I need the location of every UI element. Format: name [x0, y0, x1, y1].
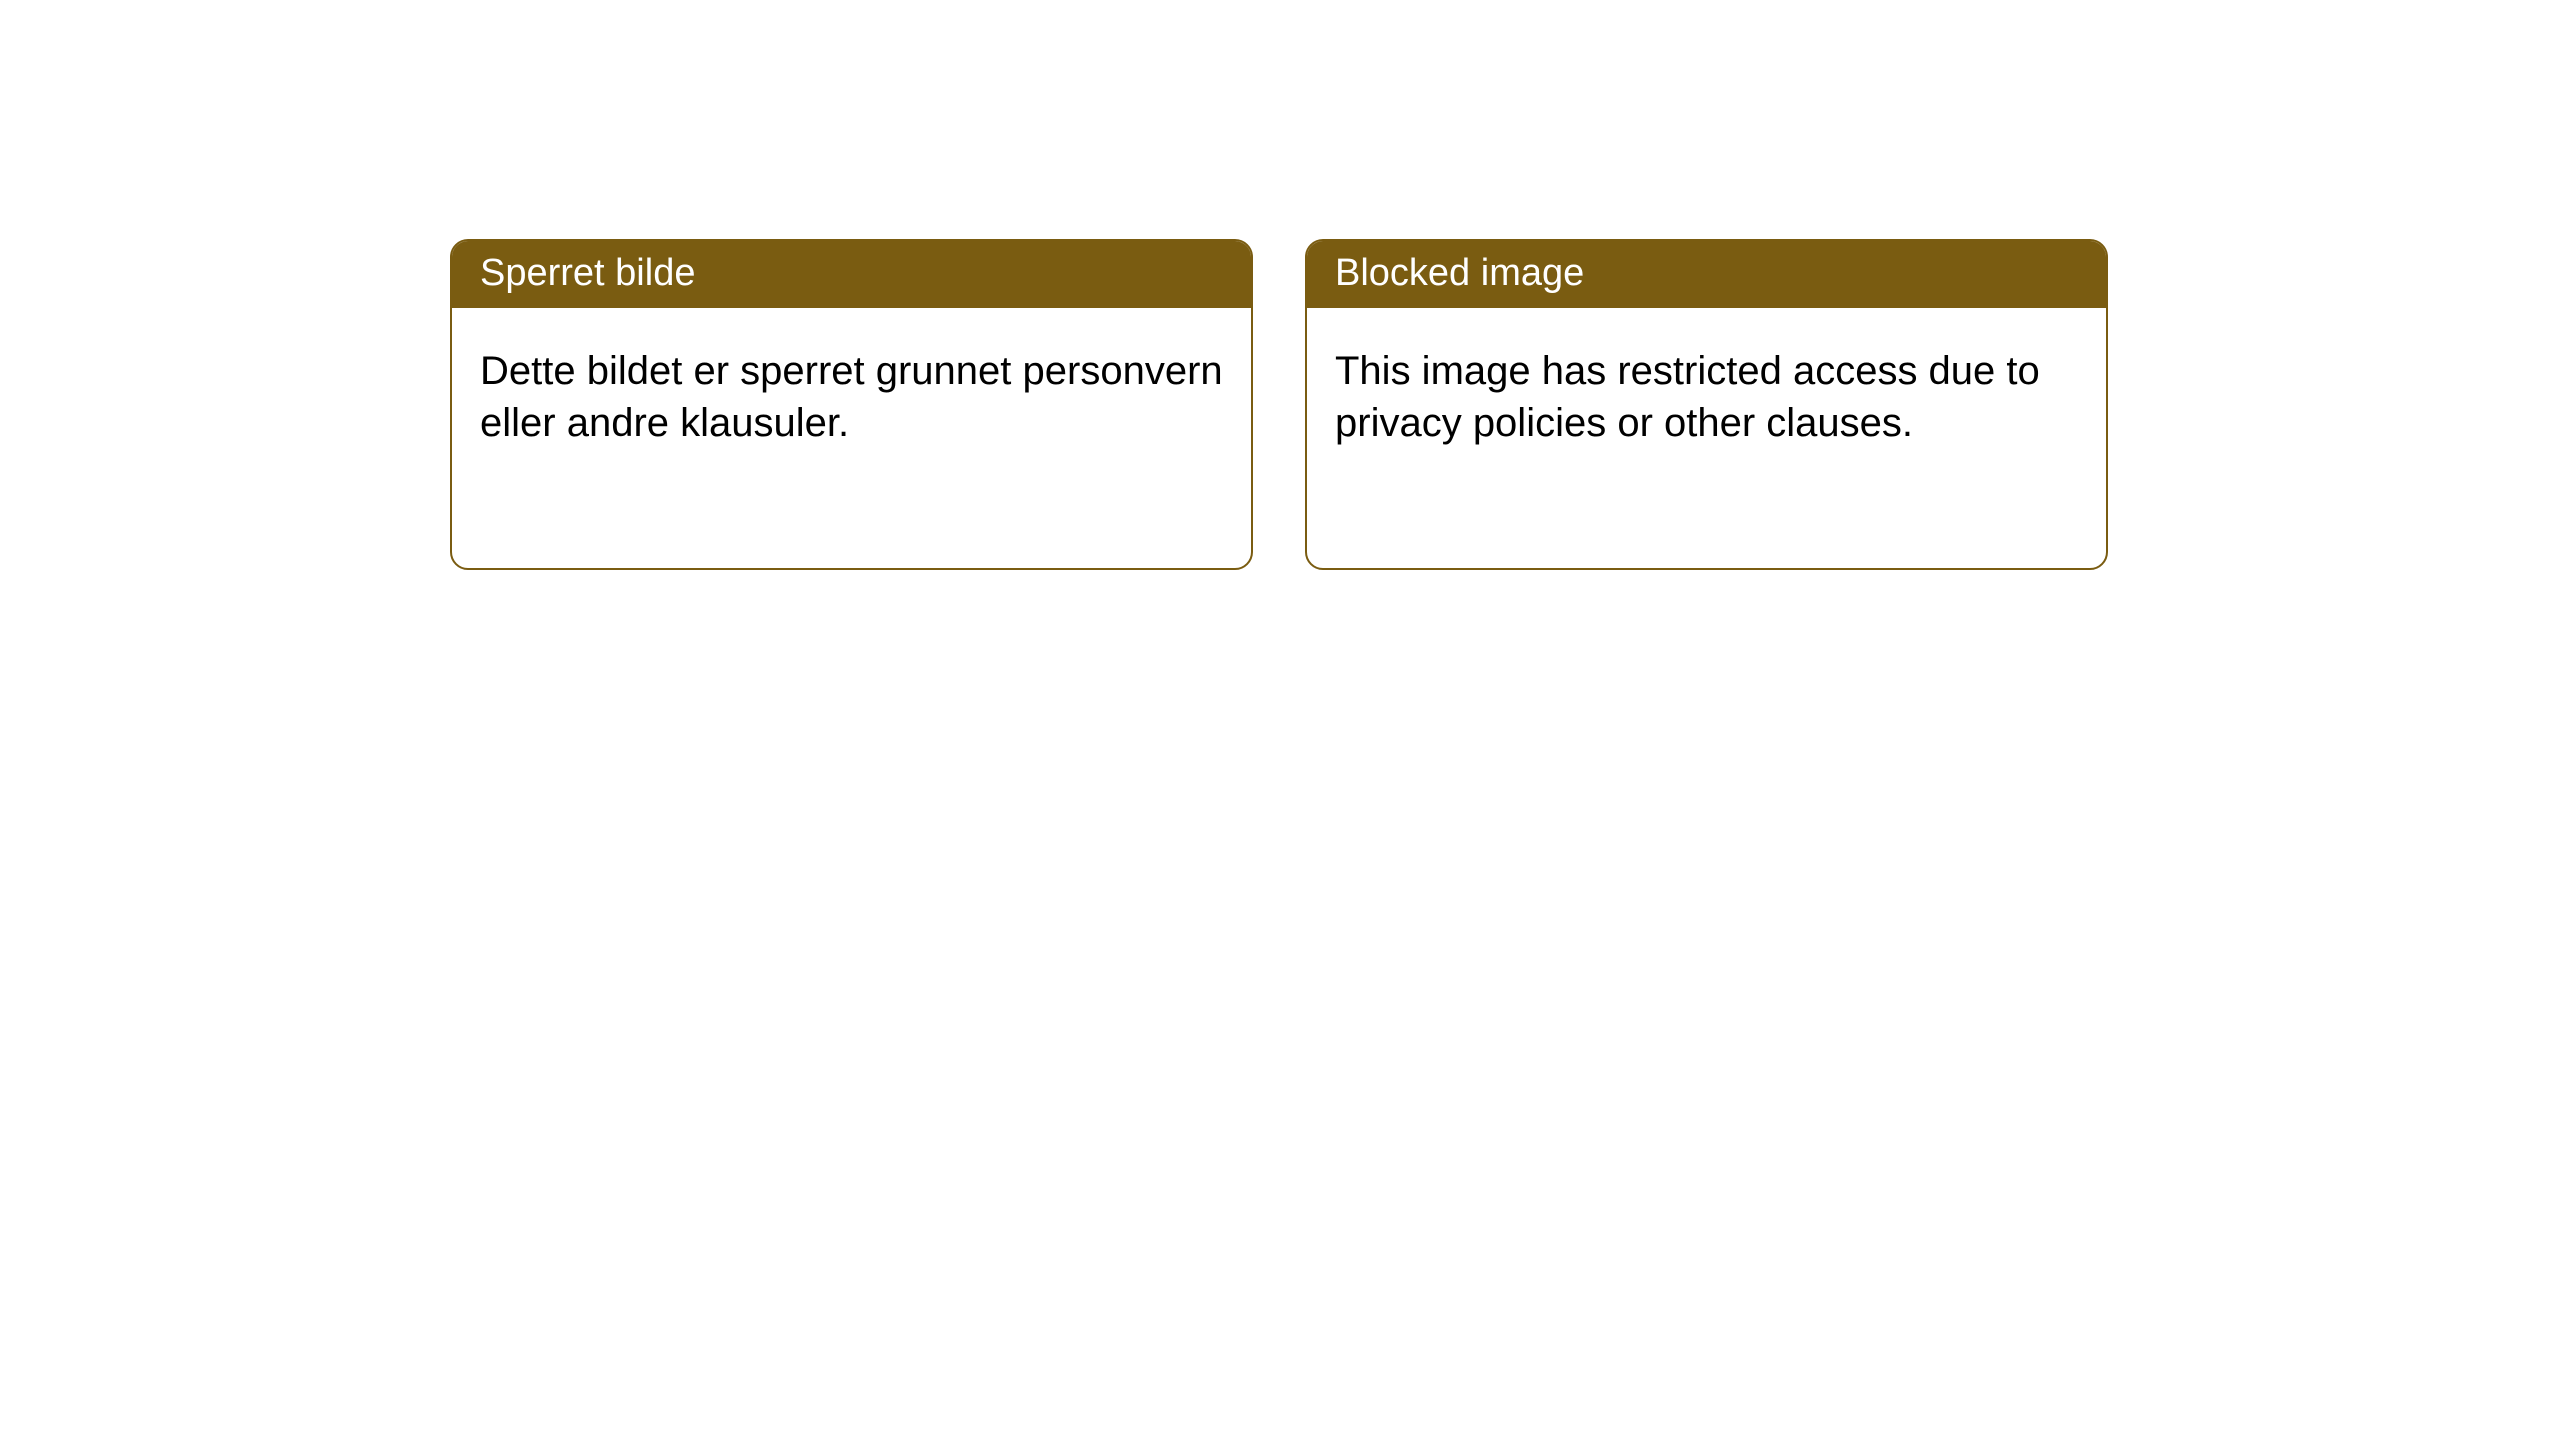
notice-header: Blocked image [1307, 241, 2106, 308]
notice-card-english: Blocked image This image has restricted … [1305, 239, 2108, 570]
notice-card-norwegian: Sperret bilde Dette bildet er sperret gr… [450, 239, 1253, 570]
notice-header: Sperret bilde [452, 241, 1251, 308]
notice-body: This image has restricted access due to … [1307, 308, 2106, 476]
notice-body: Dette bildet er sperret grunnet personve… [452, 308, 1251, 476]
notice-container: Sperret bilde Dette bildet er sperret gr… [0, 0, 2560, 570]
